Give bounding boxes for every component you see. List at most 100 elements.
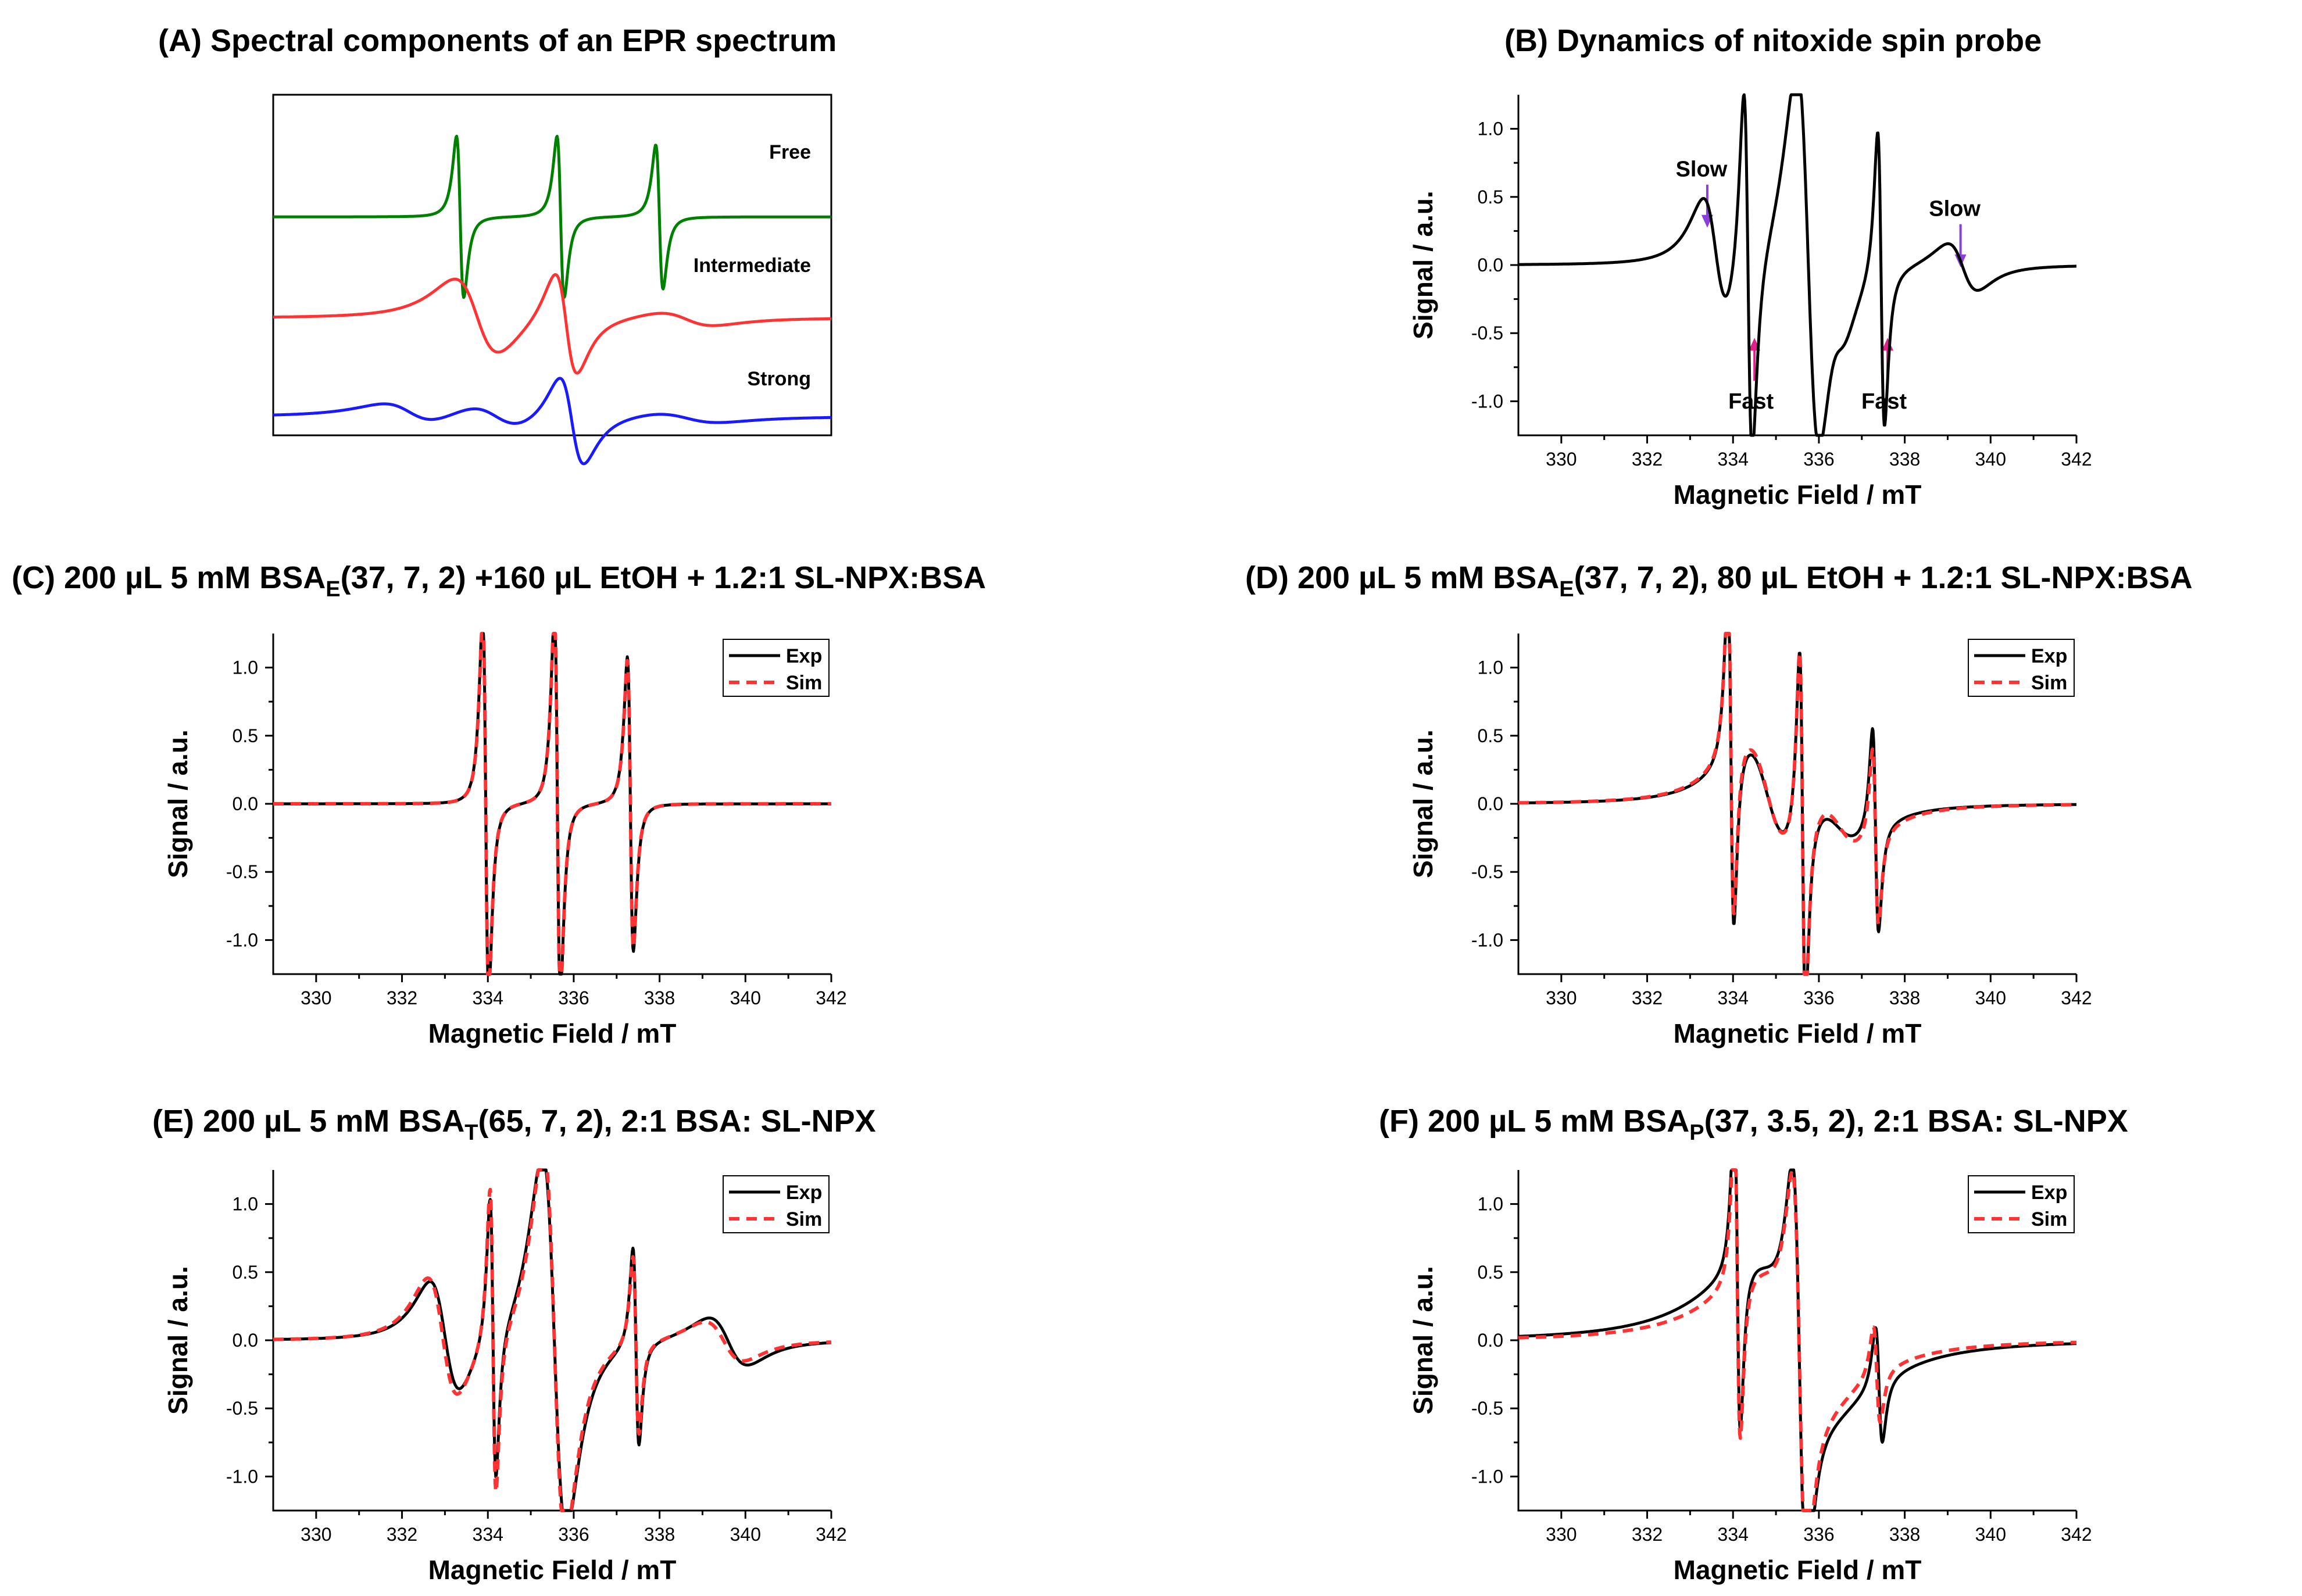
panel-e-ytick-label: 0.0 <box>233 1330 258 1351</box>
panel-e-xtick-label: 330 <box>301 1524 331 1545</box>
panel-b: (B) Dynamics of nitoxide spin probe Slow… <box>1408 23 2092 510</box>
panel-a-series-strong <box>272 377 832 466</box>
panel-d-xtick-label: 338 <box>1889 987 1920 1008</box>
panel-e-legend-label-exp: Exp <box>786 1182 822 1204</box>
annotation-label: Slow <box>1676 158 1728 182</box>
panel-c-xlabel: Magnetic Field / mT <box>428 1018 677 1049</box>
panel-f-xtick-label: 342 <box>2061 1524 2092 1545</box>
panel-a-title: (A) Spectral components of an EPR spectr… <box>158 23 837 58</box>
panel-d-xtick-label: 340 <box>1975 987 2006 1008</box>
panel-b-ytick-label: 1.0 <box>1478 119 1503 139</box>
panel-c-ytick-label: 1.0 <box>233 657 258 678</box>
panel-e-legend <box>723 1175 830 1233</box>
panel-f-ytick-label: -1.0 <box>1471 1466 1503 1487</box>
annotation-label: Slow <box>1929 197 1981 221</box>
panel-c-xtick-label: 336 <box>558 987 589 1008</box>
panel-d-series-sim <box>1517 632 2078 976</box>
panel-d-legend <box>1968 639 2075 697</box>
panel-f-legend-label-sim: Sim <box>2031 1208 2067 1230</box>
panel-f-xtick-label: 338 <box>1889 1524 1920 1545</box>
panel-f-ytick-label: 1.0 <box>1478 1194 1503 1215</box>
panel-d-axes <box>1517 634 2076 975</box>
panel-d-ytick-label: 1.0 <box>1478 657 1503 678</box>
panel-e-ylabel: Signal / a.u. <box>163 1266 193 1415</box>
panel-d-xlabel: Magnetic Field / mT <box>1674 1018 1922 1049</box>
panel-c-ylabel: Signal / a.u. <box>163 729 193 878</box>
panel-b-axes <box>1517 95 2076 436</box>
panel-f-xtick-label: 340 <box>1975 1524 2006 1545</box>
panel-c-legend-label-sim: Sim <box>786 672 822 694</box>
panel-e-xtick-label: 340 <box>730 1524 761 1545</box>
panel-f-legend <box>1968 1175 2075 1233</box>
panel-d-title: (D) 200 µL 5 mM BSAE(37, 7, 2), 80 µL Et… <box>1245 560 2193 602</box>
panel-f-ytick-label: 0.5 <box>1478 1262 1503 1283</box>
panel-f-xlabel: Magnetic Field / mT <box>1674 1555 1922 1585</box>
panel-d-ytick-label: -1.0 <box>1471 929 1503 950</box>
panel-b-title: (B) Dynamics of nitoxide spin probe <box>1504 23 2042 58</box>
panel-d-xtick-label: 336 <box>1803 987 1834 1008</box>
panel-c-legend-label-exp: Exp <box>786 645 822 667</box>
panel-c-ytick-label: 0.0 <box>233 793 258 814</box>
panel-f-xtick-label: 334 <box>1718 1524 1749 1545</box>
panel-b-series-spectrum <box>1517 93 2078 437</box>
panel-f-xtick-label: 336 <box>1803 1524 1834 1545</box>
panel-e-xlabel: Magnetic Field / mT <box>428 1555 677 1585</box>
panel-e-xtick-label: 338 <box>644 1524 675 1545</box>
panel-a-series-free <box>272 134 832 299</box>
panel-a: (A) Spectral components of an EPR spectr… <box>158 23 837 466</box>
panel-d-ytick-label: 0.5 <box>1478 725 1503 746</box>
panel-d-ylabel: Signal / a.u. <box>1408 729 1438 878</box>
panel-c-xtick-label: 338 <box>644 987 675 1008</box>
panel-c-xtick-label: 340 <box>730 987 761 1008</box>
panel-e-ytick-label: -0.5 <box>226 1398 258 1419</box>
panel-b-ytick-label: -1.0 <box>1471 391 1503 411</box>
panel-e-title: (E) 200 µL 5 mM BSAT(65, 7, 2), 2:1 BSA:… <box>152 1104 876 1145</box>
label-strong: Strong <box>747 368 811 390</box>
panel-e-series-sim <box>272 1168 832 1512</box>
panel-c-ytick-label: 0.5 <box>233 725 258 746</box>
panel-d-xtick-label: 334 <box>1718 987 1749 1008</box>
panel-d-xtick-label: 330 <box>1546 987 1577 1008</box>
label-free: Free <box>769 141 811 163</box>
panel-c-axes <box>272 634 831 975</box>
panel-e-legend-label-sim: Sim <box>786 1208 822 1230</box>
panel-e-xtick-label: 332 <box>387 1524 417 1545</box>
panel-f: (F) 200 µL 5 mM BSAP(37, 3.5, 2), 2:1 BS… <box>1379 1104 2128 1585</box>
panel-f-xtick-label: 330 <box>1546 1524 1577 1545</box>
label-intermediate: Intermediate <box>694 255 811 277</box>
panel-f-xtick-label: 332 <box>1632 1524 1663 1545</box>
panel-e-ytick-label: -1.0 <box>226 1466 258 1487</box>
panel-b-xtick-label: 332 <box>1632 449 1663 470</box>
panel-d-ytick-label: -0.5 <box>1471 861 1503 882</box>
panel-e-ytick-label: 1.0 <box>233 1194 258 1215</box>
panel-a-series-intermediate <box>272 273 832 375</box>
panel-b-xtick-label: 342 <box>2061 449 2092 470</box>
panel-c-xtick-label: 330 <box>301 987 331 1008</box>
panel-d-xtick-label: 342 <box>2061 987 2092 1008</box>
panel-f-series-sim <box>1517 1168 2078 1512</box>
panel-d-legend-label-exp: Exp <box>2031 645 2067 667</box>
panel-f-ylabel: Signal / a.u. <box>1408 1266 1438 1415</box>
panel-c-xtick-label: 342 <box>816 987 846 1008</box>
panel-f-ytick-label: 0.0 <box>1478 1330 1503 1351</box>
panel-f-axes <box>1517 1170 2076 1512</box>
panel-e: (E) 200 µL 5 mM BSAT(65, 7, 2), 2:1 BSA:… <box>152 1104 876 1585</box>
panel-b-xtick-label: 334 <box>1718 449 1749 470</box>
panel-b-ytick-label: 0.5 <box>1478 187 1503 207</box>
panel-c-title: (C) 200 µL 5 mM BSAE(37, 7, 2) +160 µL E… <box>12 560 986 602</box>
panel-c-xtick-label: 332 <box>387 987 417 1008</box>
panel-b-xtick-label: 338 <box>1889 449 1920 470</box>
panel-c-series-sim <box>272 632 832 976</box>
panel-e-axes <box>272 1170 831 1512</box>
panel-e-xtick-label: 336 <box>558 1524 589 1545</box>
panel-e-ytick-label: 0.5 <box>233 1262 258 1283</box>
panel-f-title: (F) 200 µL 5 mM BSAP(37, 3.5, 2), 2:1 BS… <box>1379 1104 2128 1145</box>
panel-d-xtick-label: 332 <box>1632 987 1663 1008</box>
panel-c-xtick-label: 334 <box>473 987 503 1008</box>
panel-c-ytick-label: -1.0 <box>226 929 258 950</box>
panel-d-ytick-label: 0.0 <box>1478 793 1503 814</box>
panel-d-legend-label-sim: Sim <box>2031 672 2067 694</box>
panel-b-xtick-label: 336 <box>1803 449 1834 470</box>
